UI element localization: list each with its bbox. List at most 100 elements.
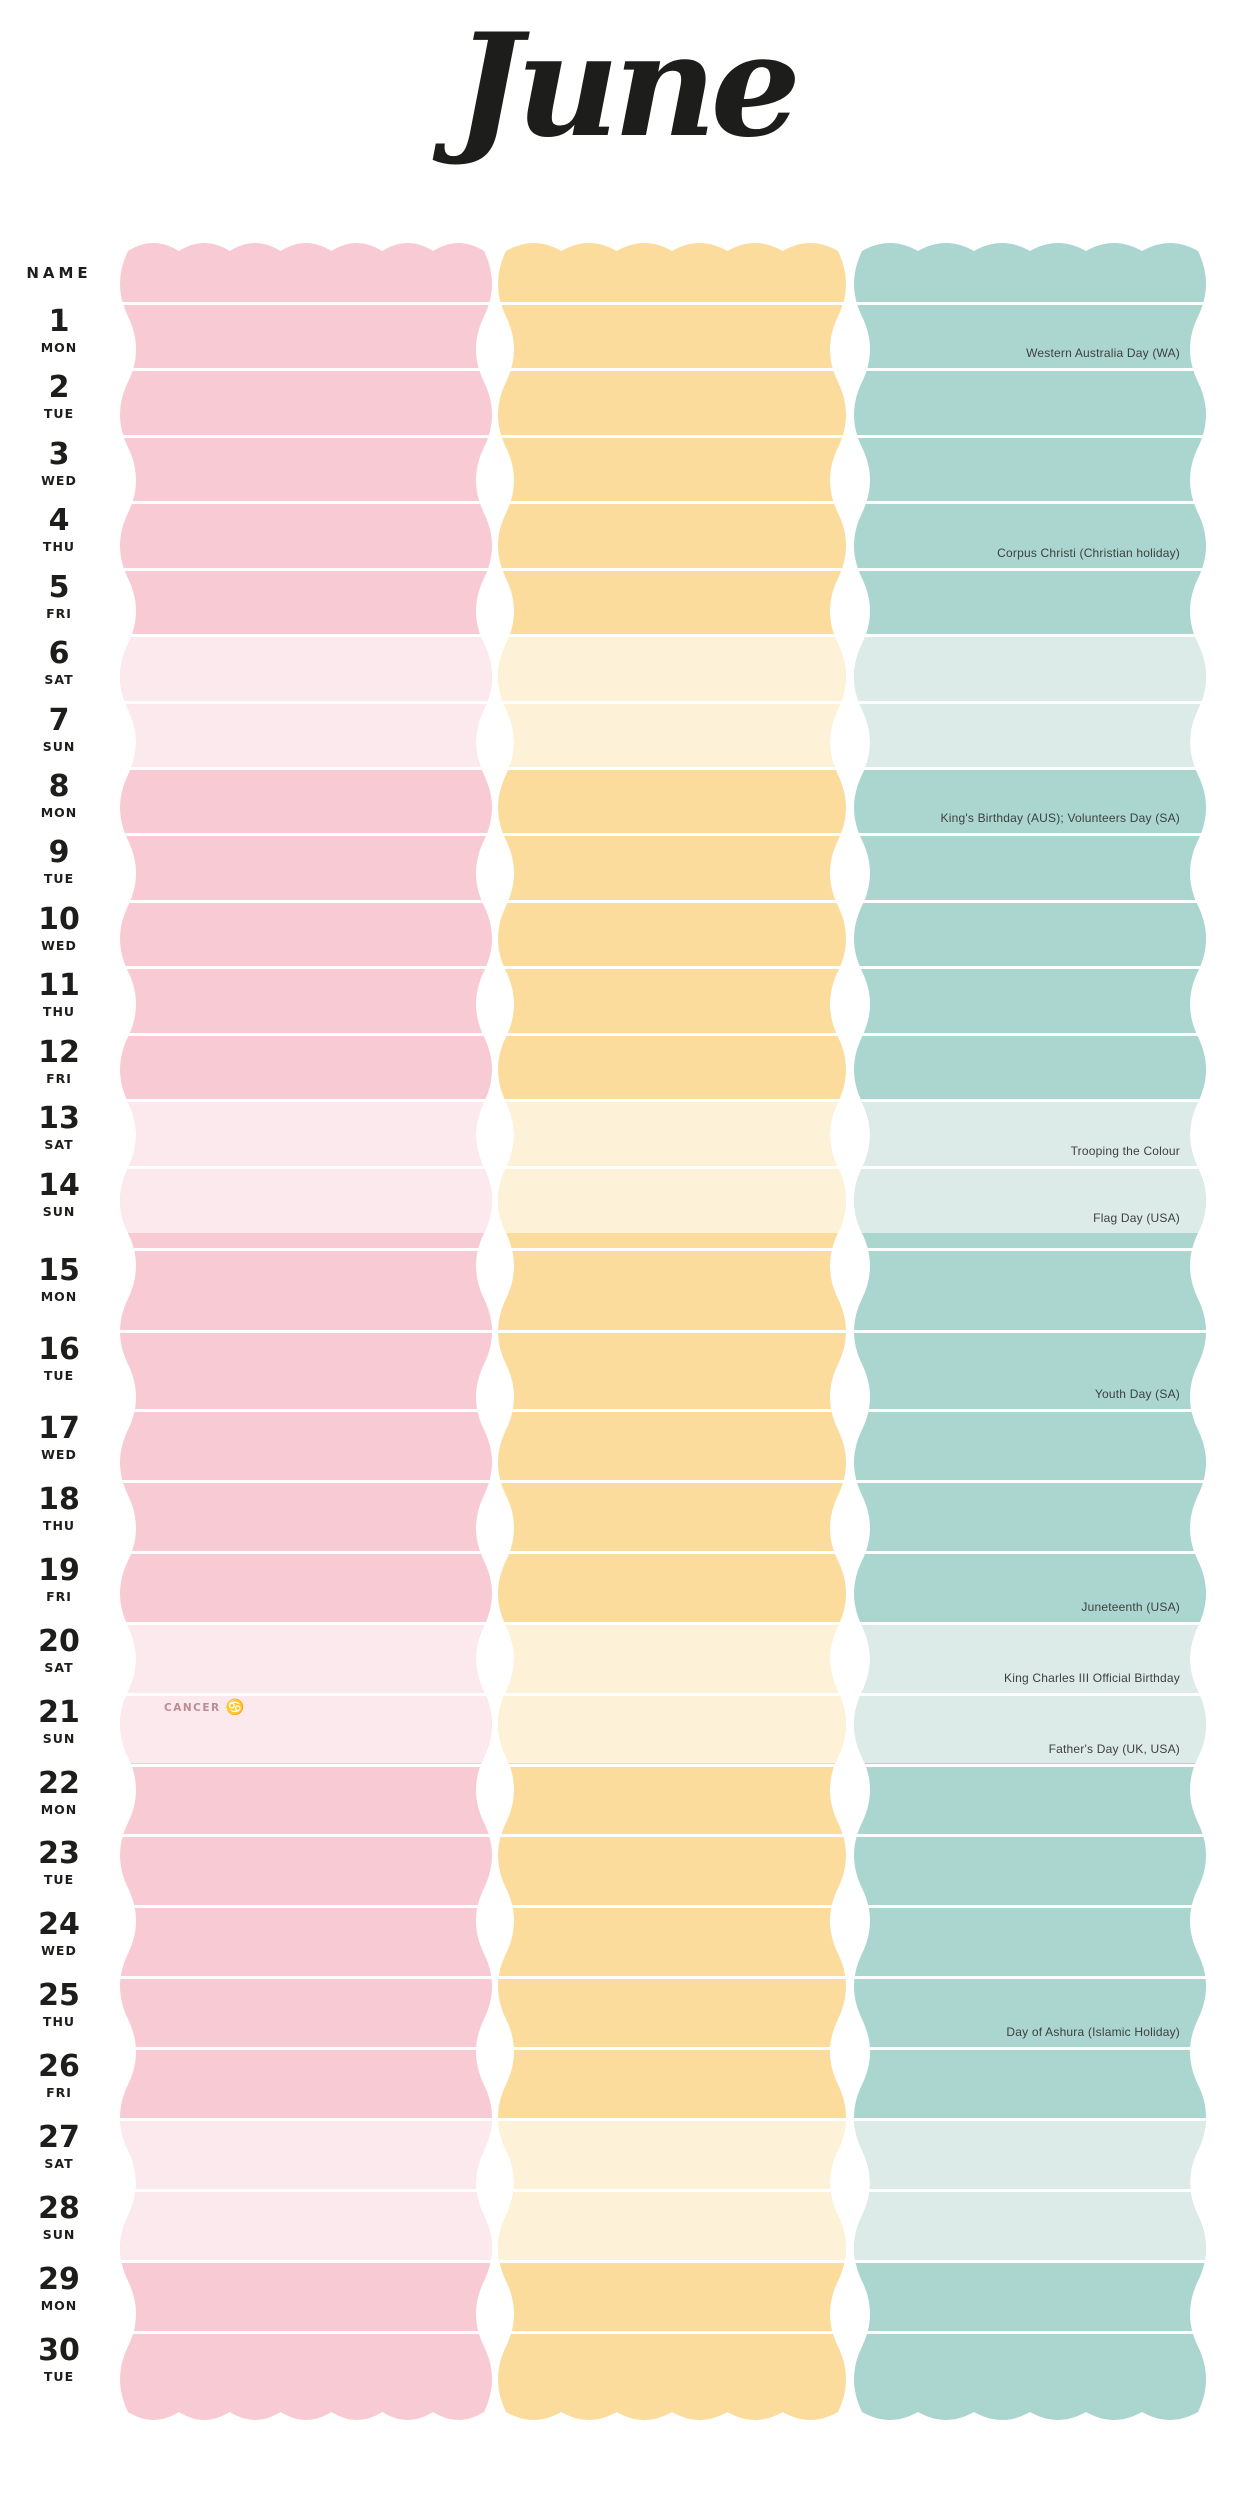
- day-row-label-18: 18 THU: [0, 1480, 118, 1551]
- row-separator-line: [120, 1764, 492, 1767]
- day-abbrev: SAT: [44, 1659, 74, 1675]
- day-abbrev: FRI: [46, 605, 72, 621]
- day-number: 18: [38, 1481, 80, 1517]
- row-separator-line: [854, 1905, 1206, 1908]
- day-number: 1: [48, 304, 70, 339]
- row-separator-line: [498, 1764, 846, 1767]
- day-row-label-3: 3 WED: [0, 435, 118, 501]
- row-separator-line: [120, 302, 492, 305]
- row-separator-line: [498, 1248, 846, 1251]
- weekend-cell-yellow-21: [498, 1693, 846, 1764]
- day-number: 17: [38, 1411, 80, 1446]
- row-separator-line: [498, 1099, 846, 1102]
- row-separator-line: [120, 1099, 492, 1102]
- row-separator-line: [854, 501, 1206, 504]
- weekend-cell-pink-6: [120, 634, 492, 700]
- day-number: 23: [38, 1836, 80, 1872]
- day-number: 26: [38, 2049, 80, 2085]
- row-separator-line: [854, 1166, 1206, 1169]
- row-separator-line: [854, 1834, 1206, 1837]
- day-number: 20: [38, 1623, 80, 1659]
- weekend-cell-teal-20: [854, 1622, 1206, 1693]
- row-separator-line: [120, 701, 492, 704]
- row-separator-line: [120, 1480, 492, 1483]
- row-separator-line: [120, 1622, 492, 1625]
- weekend-cell-yellow-27: [498, 2118, 846, 2189]
- row-separator-line: [120, 1834, 492, 1837]
- day-abbrev: TUE: [43, 2368, 75, 2384]
- row-separator-line: [120, 2047, 492, 2050]
- weekend-cell-pink-7: [120, 701, 492, 767]
- day-row-label-26: 26 FRI: [0, 2047, 118, 2118]
- row-separator-line: [120, 1166, 492, 1169]
- day-abbrev: SAT: [44, 672, 74, 688]
- row-separator-line: [120, 833, 492, 836]
- day-row-label-12: 12 FRI: [0, 1033, 118, 1099]
- weekend-cell-teal-13: [854, 1099, 1206, 1165]
- row-separator-line: [854, 2331, 1206, 2334]
- row-separator-line: [120, 966, 492, 969]
- cancer-zodiac-icon: ♋: [225, 1698, 245, 1716]
- row-separator-line: [854, 2047, 1206, 2050]
- row-separator-line: [120, 900, 492, 903]
- row-separator-line: [498, 900, 846, 903]
- row-separator-line: [854, 900, 1206, 903]
- day-row-label-27: 27 SAT: [0, 2118, 118, 2189]
- day-row-label-30: 30 TUE: [0, 2331, 118, 2420]
- row-separator-line: [498, 767, 846, 770]
- holiday-label-4: Corpus Christi (Christian holiday): [997, 545, 1180, 560]
- day-number: 28: [38, 2190, 80, 2226]
- row-separator-line: [120, 1248, 492, 1251]
- weekend-cell-teal-14: [854, 1166, 1206, 1233]
- day-number: 16: [38, 1332, 80, 1367]
- row-separator-line: [498, 1693, 846, 1696]
- day-number: 12: [38, 1034, 80, 1070]
- row-separator-line: [498, 568, 846, 571]
- row-separator-line: [498, 1166, 846, 1169]
- row-separator-line: [498, 1834, 846, 1837]
- day-abbrev: SUN: [42, 1730, 76, 1746]
- row-separator-line: [854, 1976, 1206, 1979]
- day-row-label-23: 23 TUE: [0, 1834, 118, 1905]
- day-abbrev: MON: [40, 2297, 78, 2313]
- day-row-label-25: 25 THU: [0, 1976, 118, 2047]
- zodiac-label: CANCER: [164, 1701, 221, 1714]
- weekend-cell-yellow-6: [498, 634, 846, 700]
- day-number: 19: [38, 1552, 80, 1588]
- row-separator-line: [854, 2118, 1206, 2121]
- day-abbrev: MON: [40, 340, 78, 355]
- row-separator-line: [120, 2189, 492, 2192]
- day-row-label-21: 21 SUN: [0, 1693, 118, 1764]
- day-row-label-15: 15 MON: [0, 1251, 118, 1330]
- day-row-label-13: 13 SAT: [0, 1099, 118, 1165]
- row-separator-line: [498, 1622, 846, 1625]
- weekend-cell-teal-21: [854, 1693, 1206, 1764]
- day-row-label-5: 5 FRI: [0, 568, 118, 634]
- day-row-label-24: 24 WED: [0, 1905, 118, 1976]
- day-number: 15: [38, 1253, 80, 1288]
- day-abbrev: TUE: [43, 1368, 75, 1383]
- day-number: 5: [48, 569, 70, 605]
- day-row-label-17: 17 WED: [0, 1409, 118, 1480]
- row-separator-line: [854, 568, 1206, 571]
- row-separator-line: [498, 2047, 846, 2050]
- row-separator-line: [854, 1551, 1206, 1554]
- weekend-cell-pink-13: [120, 1099, 492, 1165]
- day-number: 7: [48, 702, 70, 738]
- calendar-column-pink: CANCER ♋: [120, 243, 492, 2420]
- row-separator-line: [498, 701, 846, 704]
- row-separator-line: [498, 1330, 846, 1333]
- row-separator-line: [854, 1409, 1206, 1412]
- day-number: 10: [38, 901, 80, 937]
- day-row-label-22: 22 MON: [0, 1764, 118, 1835]
- row-separator-line: [120, 2331, 492, 2334]
- row-separator-line: [854, 1330, 1206, 1333]
- weekend-cell-yellow-13: [498, 1099, 846, 1165]
- weekend-cell-teal-7: [854, 701, 1206, 767]
- day-abbrev: SUN: [42, 2226, 76, 2242]
- day-row-label-19: 19 FRI: [0, 1551, 118, 1622]
- weekend-cell-pink-14: [120, 1166, 492, 1233]
- row-separator-line: [854, 435, 1206, 438]
- row-separator-line: [120, 1693, 492, 1696]
- row-separator-line: [498, 2189, 846, 2192]
